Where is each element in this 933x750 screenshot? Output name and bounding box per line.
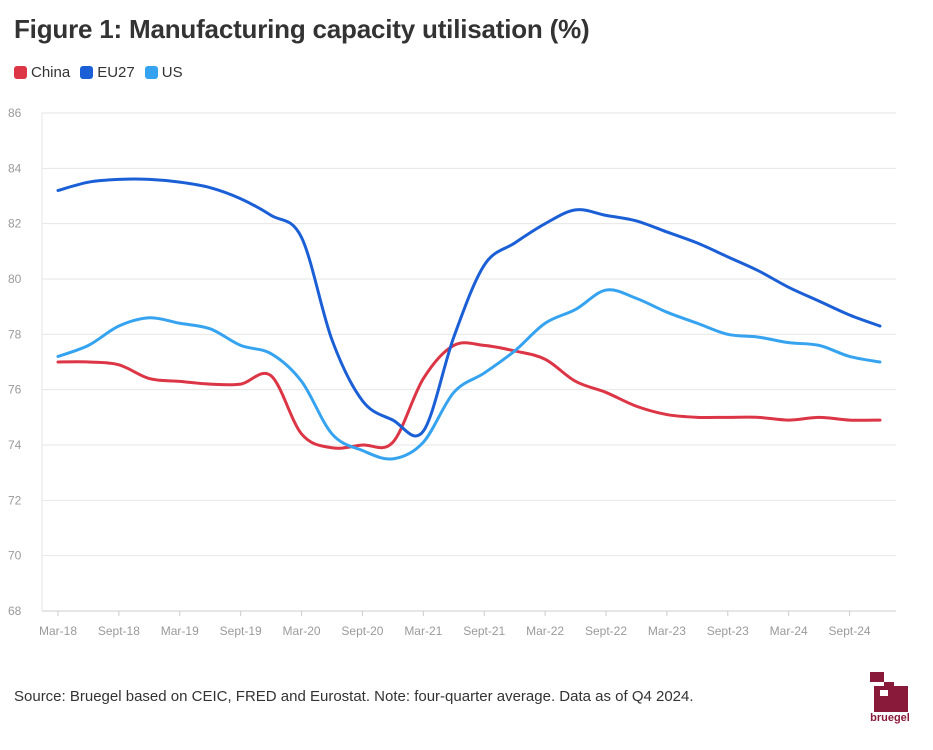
x-tick-label: Sept-21 (463, 624, 505, 638)
legend-item-eu27[interactable]: EU27 (80, 64, 135, 81)
x-tick-label: Mar-20 (283, 624, 321, 638)
y-tick-label: 72 (8, 493, 22, 507)
x-tick-label: Sept-19 (220, 624, 262, 638)
source-note: Source: Bruegel based on CEIC, FRED and … (14, 688, 694, 705)
x-tick-label: Mar-23 (648, 624, 686, 638)
y-tick-label: 84 (8, 161, 22, 175)
logo-text: bruegel (870, 712, 910, 724)
x-tick-label: Mar-21 (404, 624, 442, 638)
y-tick-label: 74 (8, 438, 22, 452)
x-tick-label: Sept-18 (98, 624, 140, 638)
x-tick-label: Sept-22 (585, 624, 627, 638)
x-tick-label: Mar-19 (161, 624, 199, 638)
y-tick-label: 86 (8, 106, 22, 120)
legend: China EU27 US (14, 64, 183, 81)
legend-item-us[interactable]: US (144, 64, 183, 81)
y-tick-label: 78 (8, 327, 22, 341)
x-tick-label: Sept-20 (341, 624, 383, 638)
legend-swatch-us (144, 66, 158, 79)
legend-label-eu27: EU27 (97, 64, 135, 81)
legend-swatch-china (14, 66, 27, 79)
y-tick-label: 68 (8, 604, 22, 618)
y-axis: 68 70 72 74 76 78 80 82 84 86 (8, 106, 22, 618)
series-line-china[interactable] (56, 341, 882, 450)
y-tick-label: 82 (8, 217, 22, 231)
grid (42, 112, 896, 612)
legend-item-china[interactable]: China (14, 64, 70, 81)
x-tick-label: Sept-23 (707, 624, 749, 638)
y-tick-label: 80 (8, 272, 22, 286)
x-tick-label: Mar-18 (39, 624, 77, 638)
bruegel-logo (870, 672, 908, 712)
series-line-eu27[interactable] (56, 177, 882, 438)
y-tick-label: 76 (8, 383, 22, 397)
x-tick-label: Sept-24 (829, 624, 871, 638)
x-axis: Mar-18 Sept-18 Mar-19 Sept-19 Mar-20 Sept-20 M… (39, 113, 896, 638)
chart-title: Figure 1: Manufacturing capacity utilisa… (14, 14, 590, 44)
legend-label-us: US (161, 64, 183, 81)
x-tick-label: Mar-24 (770, 624, 808, 638)
x-tick-label: Mar-22 (526, 624, 564, 638)
y-tick-label: 70 (8, 549, 22, 563)
series-line-us[interactable] (56, 288, 882, 461)
series-lines (56, 177, 882, 461)
legend-swatch-eu27 (80, 66, 94, 79)
legend-label-china: China (31, 64, 71, 81)
